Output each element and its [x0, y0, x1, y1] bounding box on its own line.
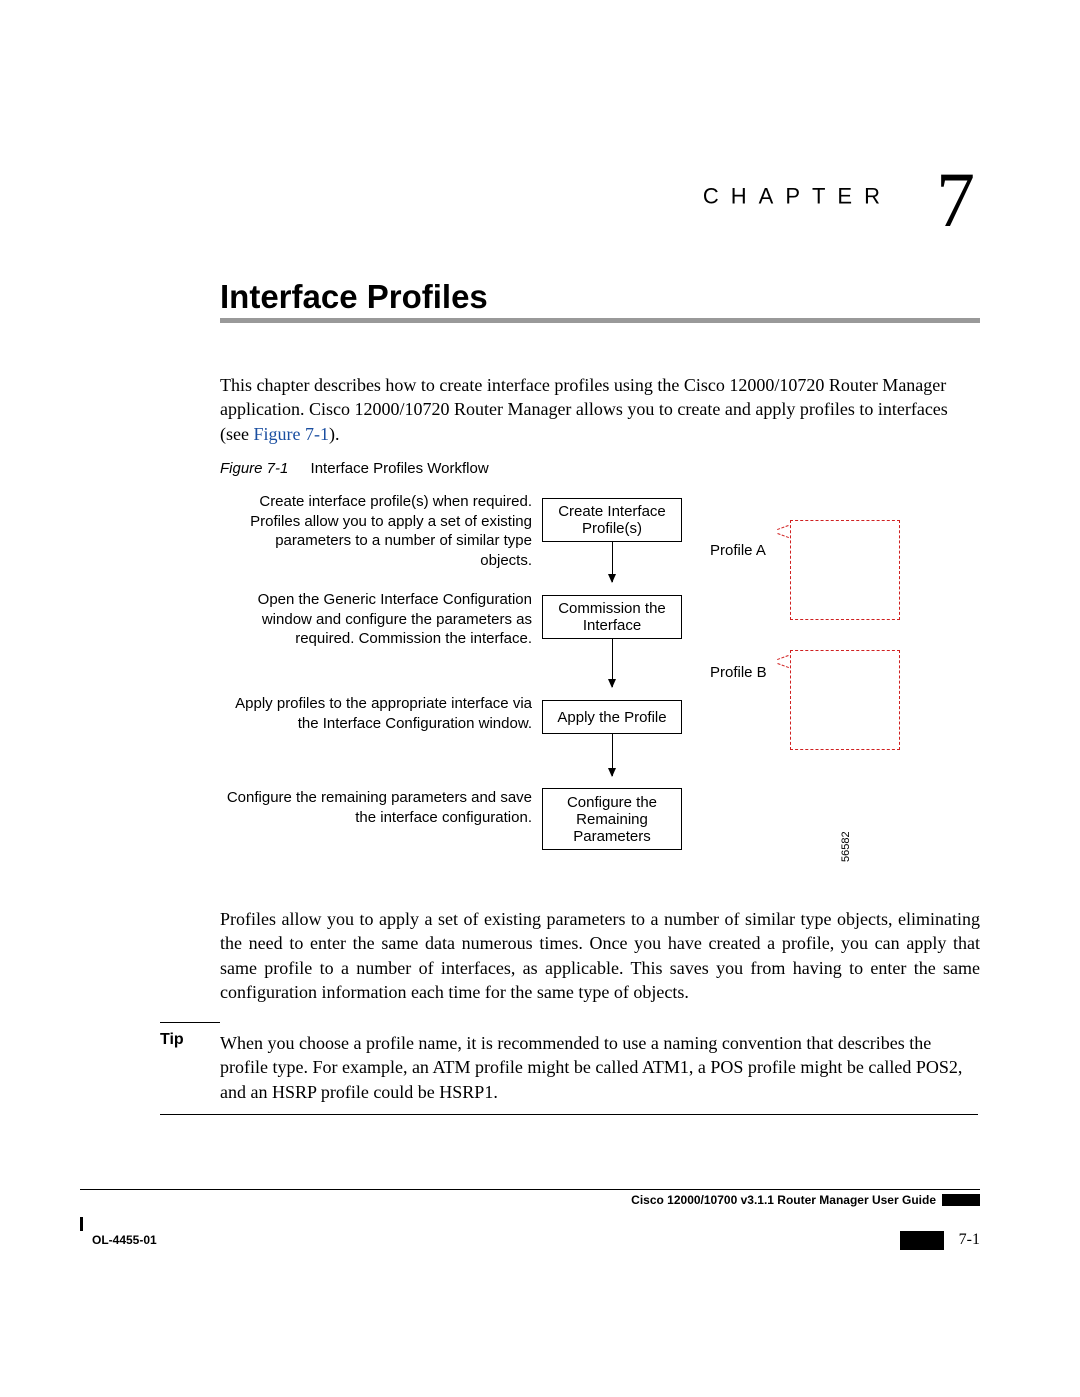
- intro-paragraph: This chapter describes how to create int…: [220, 373, 980, 446]
- body-paragraph-2: Profiles allow you to apply a set of exi…: [220, 907, 980, 1004]
- chapter-label: CHAPTER: [703, 184, 892, 209]
- figure-desc-3: Apply profiles to the appropriate interf…: [220, 694, 532, 733]
- arrow-3: [612, 734, 613, 776]
- arrow-1: [612, 542, 613, 582]
- profile-b-box: [790, 650, 900, 750]
- figure-number: Figure 7-1: [220, 460, 288, 477]
- tip-rule-top: [160, 1022, 220, 1023]
- profile-a-label: Profile A: [710, 542, 766, 559]
- figure-title: Interface Profiles Workflow: [311, 460, 489, 477]
- figure-box-create: Create Interface Profile(s): [542, 498, 682, 542]
- page: CHAPTER 7 Interface Profiles This chapte…: [0, 0, 1080, 1397]
- figure-xref[interactable]: Figure 7-1: [253, 424, 329, 444]
- tip-label: Tip: [160, 1031, 200, 1104]
- tip-text: When you choose a profile name, it is re…: [220, 1031, 978, 1104]
- figure-caption: Figure 7-1 Interface Profiles Workflow: [220, 460, 489, 477]
- footer-guide-title: Cisco 12000/10700 v3.1.1 Router Manager …: [631, 1193, 936, 1207]
- profile-a-box: [790, 520, 900, 620]
- figure-id: 56582: [840, 831, 852, 862]
- page-number-bar-icon: [900, 1231, 944, 1250]
- chapter-header: CHAPTER 7: [703, 155, 975, 245]
- profile-b-label: Profile B: [710, 664, 767, 681]
- chapter-number: 7: [936, 156, 975, 243]
- footer-bar-icon: [942, 1194, 980, 1206]
- figure-box-configure: Configure the Remaining Parameters: [542, 788, 682, 850]
- page-number: 7-1: [959, 1231, 980, 1249]
- tip-rule-bottom: [160, 1114, 978, 1115]
- footer-doc-number: OL-4455-01: [92, 1233, 157, 1247]
- tip-block: Tip When you choose a profile name, it i…: [160, 1022, 978, 1115]
- figure-box-commission: Commission the Interface: [542, 595, 682, 639]
- figure-diagram: Create interface profile(s) when require…: [220, 490, 980, 890]
- title-rule: [220, 318, 980, 323]
- figure-box-apply: Apply the Profile: [542, 700, 682, 734]
- footer: Cisco 12000/10700 v3.1.1 Router Manager …: [80, 1189, 980, 1229]
- page-title: Interface Profiles: [220, 278, 488, 316]
- footer-rule: [80, 1189, 980, 1190]
- figure-desc-1: Create interface profile(s) when require…: [220, 492, 532, 570]
- footer-left-bar-icon: [80, 1217, 83, 1231]
- figure-desc-2: Open the Generic Interface Configuration…: [220, 590, 532, 649]
- arrow-2: [612, 639, 613, 687]
- intro-text-b: ).: [329, 424, 340, 444]
- figure-desc-4: Configure the remaining parameters and s…: [220, 788, 532, 827]
